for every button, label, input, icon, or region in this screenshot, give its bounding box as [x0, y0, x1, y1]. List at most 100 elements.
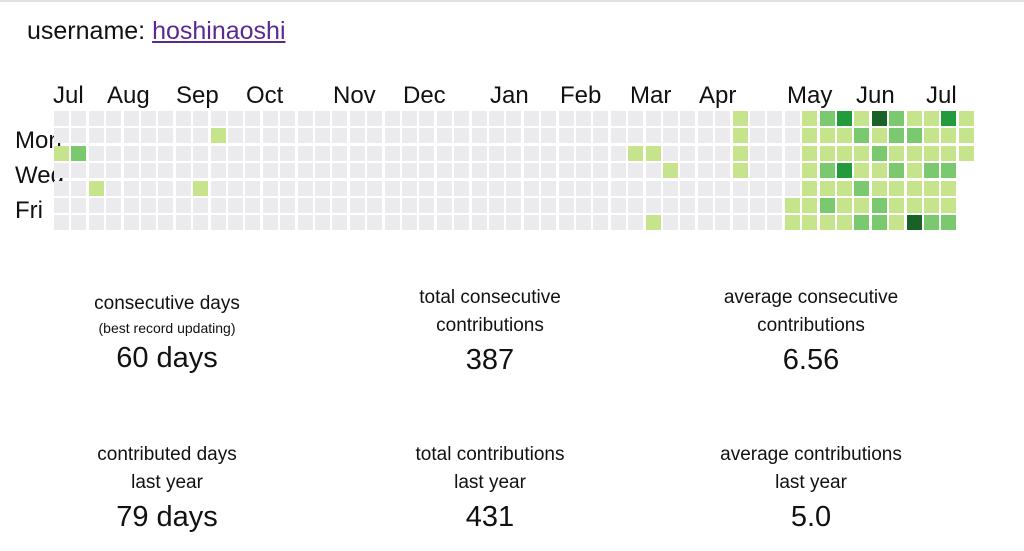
contribution-cell	[245, 163, 261, 179]
contribution-cell	[384, 111, 400, 126]
contribution-cell	[854, 198, 870, 213]
contribution-cell	[315, 198, 330, 213]
contribution-cell	[332, 163, 348, 179]
contribution-cell	[576, 111, 591, 126]
contribution-cell	[245, 128, 261, 144]
contribution-cell	[767, 163, 783, 179]
contribution-cell	[141, 111, 156, 126]
contribution-cell	[906, 111, 922, 126]
contribution-cell	[228, 111, 243, 126]
contribution-cell	[175, 215, 191, 231]
contribution-cell	[88, 180, 104, 196]
contribution-cell	[141, 180, 156, 196]
contribution-cell	[784, 215, 800, 231]
top-border	[0, 0, 1024, 2]
contribution-cell	[419, 180, 435, 196]
contribution-cell	[541, 128, 557, 144]
month-label: Feb	[560, 82, 602, 109]
contribution-cell	[210, 198, 226, 213]
stat-sublabel: (best record updating)	[98, 320, 236, 336]
contribution-cell	[402, 215, 417, 231]
contribution-cell	[697, 198, 713, 213]
contribution-cell	[262, 215, 278, 231]
contribution-cell	[471, 198, 487, 213]
stat-value: 5.0	[790, 501, 832, 533]
contribution-cell	[680, 145, 696, 161]
contribution-heatmap: Jul Aug Sep Oct Nov Dec Jan Feb Mar Apr …	[0, 0, 1024, 240]
contribution-cell	[454, 180, 470, 196]
contribution-cell	[332, 180, 348, 196]
contribution-cell	[645, 180, 661, 196]
contribution-cell	[697, 180, 713, 196]
contribution-cell	[315, 215, 330, 231]
contribution-cell	[837, 111, 852, 126]
contribution-cell	[471, 180, 487, 196]
contribution-cell	[523, 198, 539, 213]
username-row: username: hoshinaoshi	[27, 17, 286, 46]
contribution-cell	[454, 198, 470, 213]
contribution-cell	[106, 145, 122, 161]
contribution-cell	[610, 198, 626, 213]
contribution-cell	[228, 180, 243, 196]
contribution-cell	[871, 180, 887, 196]
contribution-cell	[280, 163, 296, 179]
contribution-cell	[871, 215, 887, 231]
contribution-cell	[88, 163, 104, 179]
stat-value: 79 days	[116, 501, 218, 533]
contribution-cell	[332, 128, 348, 144]
contribution-cell	[88, 145, 104, 161]
contribution-cell	[175, 111, 191, 126]
stat-total-contributions: total contributions last year 431	[330, 441, 650, 534]
contribution-cell	[158, 145, 174, 161]
contribution-cell	[784, 180, 800, 196]
stat-label: consecutive days	[94, 293, 240, 314]
contribution-cell	[645, 128, 661, 144]
contribution-cell	[663, 145, 678, 161]
month-label: Oct	[246, 82, 284, 109]
contribution-cell	[193, 215, 209, 231]
contribution-cell	[367, 180, 383, 196]
contribution-cell	[297, 180, 313, 196]
contribution-cell	[663, 180, 678, 196]
contribution-cell	[54, 111, 69, 126]
contribution-cell	[558, 111, 574, 126]
contribution-cell	[628, 145, 644, 161]
contribution-cell	[854, 111, 870, 126]
contribution-cell	[384, 128, 400, 144]
stat-value: 431	[465, 501, 515, 533]
contribution-cell	[175, 198, 191, 213]
day-label-fri: Fri	[15, 197, 43, 224]
contribution-cell	[245, 145, 261, 161]
contribution-cell	[506, 163, 522, 179]
contribution-cell	[228, 215, 243, 231]
contribution-cell	[349, 128, 365, 144]
contribution-cell	[297, 145, 313, 161]
contribution-cell	[784, 128, 800, 144]
contribution-cell	[175, 145, 191, 161]
contribution-cell	[941, 145, 957, 161]
contribution-cell	[802, 215, 818, 231]
contribution-cell	[262, 145, 278, 161]
username-link[interactable]: hoshinaoshi	[152, 17, 286, 45]
contribution-cell	[715, 180, 731, 196]
contribution-cell	[767, 180, 783, 196]
contribution-cell	[541, 163, 557, 179]
contribution-cell	[175, 128, 191, 144]
contribution-cell	[680, 215, 696, 231]
contribution-cell	[906, 180, 922, 196]
contribution-cell	[593, 145, 609, 161]
contribution-cell	[141, 163, 156, 179]
stat-value: 6.56	[782, 344, 840, 376]
contribution-cell	[784, 198, 800, 213]
contribution-cell	[454, 145, 470, 161]
contribution-cell	[315, 180, 330, 196]
contribution-cell	[228, 145, 243, 161]
contribution-cell	[871, 128, 887, 144]
contribution-cell	[141, 145, 156, 161]
contribution-cell	[158, 215, 174, 231]
contribution-cell	[489, 128, 504, 144]
contribution-cell	[889, 215, 905, 231]
contribution-cell	[158, 163, 174, 179]
contribution-cell	[889, 198, 905, 213]
contribution-cell	[228, 163, 243, 179]
